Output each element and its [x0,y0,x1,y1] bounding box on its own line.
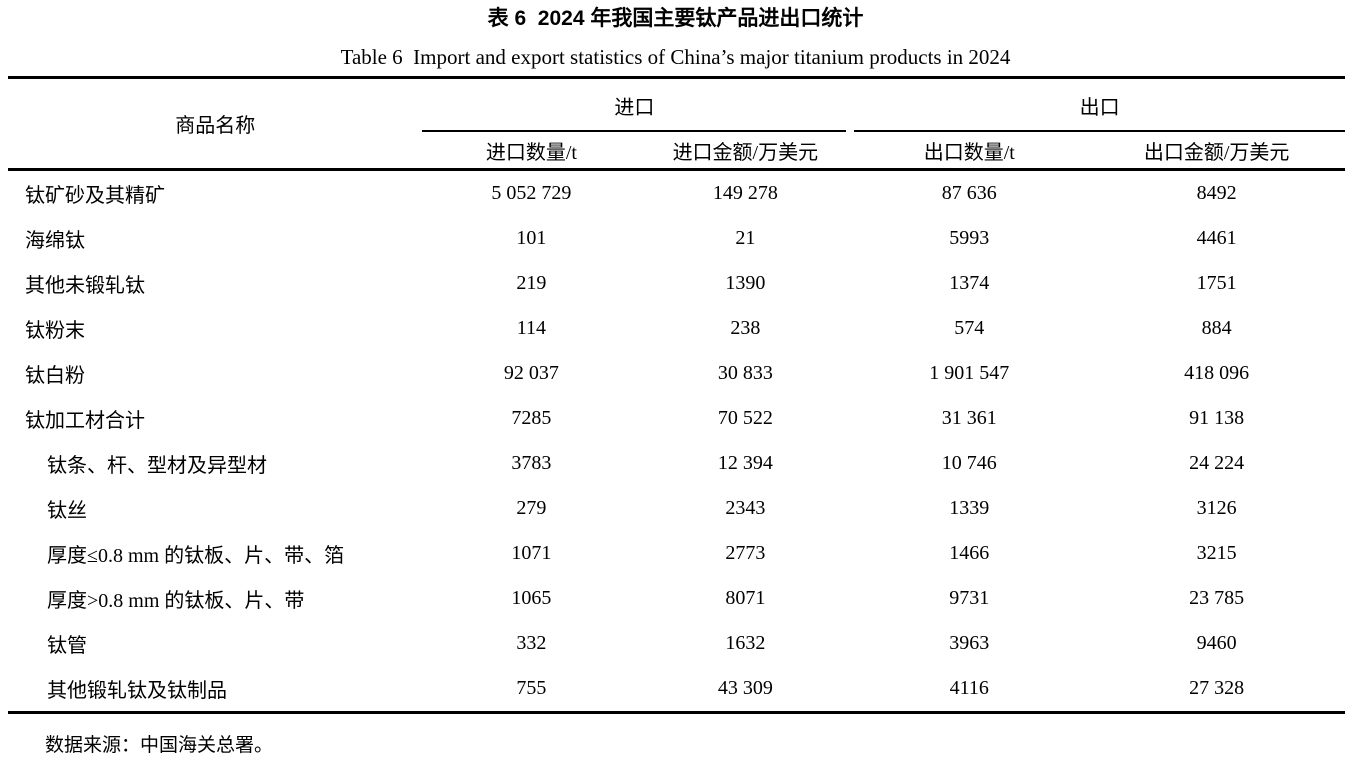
export-value-cell: 27 328 [1189,677,1245,699]
table-body: 钛矿砂及其精矿 5 052 729 149 278 87 636 8492 海绵… [8,170,1345,713]
export-qty-cell: 4116 [949,677,989,699]
import-value-cell: 1390 [725,272,766,294]
table-row: 钛丝 279 2343 1339 3126 [8,486,1345,531]
table-row: 厚度>0.8 mm 的钛板、片、带 1065 8071 9731 23 785 [8,576,1345,621]
import-qty-cell: 114 [516,317,547,339]
export-value-header: 出口金额/万美元 [1143,141,1290,164]
product-name-header: 商品名称 [175,115,256,137]
export-qty-cell: 87 636 [941,182,997,204]
product-name-cell: 钛粉末 [25,320,85,342]
table-row: 钛管 332 1632 3963 9460 [8,621,1345,666]
export-value-cell: 24 224 [1189,452,1245,474]
export-qty-cell: 10 746 [941,452,997,474]
export-qty-cell: 5993 [949,227,990,249]
product-name-cell: 厚度≤0.8 mm 的钛板、片、带、箔 [47,545,345,567]
table-caption-en: Table 6 Import and export statistics of … [340,45,1011,69]
export-value-cell: 91 138 [1189,407,1245,429]
import-qty-cell: 7285 [511,407,552,429]
import-qty-cell: 1071 [511,542,552,564]
export-qty-cell: 1374 [949,272,990,294]
table-row: 钛粉末 114 238 574 884 [8,306,1345,351]
product-name-cell: 其他未锻轧钛 [25,275,145,297]
import-qty-cell: 3783 [511,452,552,474]
export-qty-header: 出口数量/t [923,141,1015,164]
product-name-cell: 钛条、杆、型材及异型材 [47,455,267,477]
table-row: 其他未锻轧钛 219 1390 1374 1751 [8,261,1345,306]
product-name-cell: 海绵钛 [25,230,85,252]
product-name-cell: 钛加工材合计 [25,410,145,432]
table-row: 厚度≤0.8 mm 的钛板、片、带、箔 1071 2773 1466 3215 [8,531,1345,576]
table-header: 商品名称 进口 出口 进口数量/t 进口金额/万美元 出口数量/t 出口金额/万… [8,78,1345,170]
import-qty-cell: 755 [516,677,547,699]
export-qty-cell: 1339 [949,497,990,519]
export-value-cell: 1751 [1196,272,1237,294]
export-qty-cell: 1466 [949,542,990,564]
import-qty-cell: 92 037 [503,362,559,384]
table-row: 海绵钛 101 21 5993 4461 [8,216,1345,261]
import-group-header: 进口 [422,79,847,132]
import-value-cell: 238 [730,317,761,339]
export-value-cell: 9460 [1196,632,1237,654]
table-row: 钛白粉 92 037 30 833 1 901 547 418 096 [8,351,1345,396]
import-value-cell: 12 394 [717,452,773,474]
export-value-cell: 884 [1201,317,1232,339]
product-name-cell: 钛管 [47,635,87,657]
export-group-header: 出口 [854,79,1345,132]
group-header-row: 商品名称 进口 出口 [8,78,1345,137]
import-value-cell: 149 278 [712,182,778,204]
import-value-cell: 70 522 [717,407,773,429]
sub-header-row: 进口数量/t 进口金额/万美元 出口数量/t 出口金额/万美元 [8,132,1345,170]
import-qty-cell: 279 [516,497,547,519]
table-row: 钛加工材合计 7285 70 522 31 361 91 138 [8,396,1345,441]
export-group-header-cell: 出口 [850,78,1345,132]
import-value-cell: 2773 [725,542,766,564]
titanium-trade-table: 商品名称 进口 出口 进口数量/t 进口金额/万美元 出口数量/t 出口金额/万… [8,76,1345,714]
import-value-cell: 1632 [725,632,766,654]
import-value-cell: 8071 [725,587,766,609]
export-value-cell: 3215 [1196,542,1237,564]
export-qty-cell: 1 901 547 [929,362,1010,384]
import-value-header: 进口金额/万美元 [672,141,819,164]
export-qty-cell: 3963 [949,632,990,654]
table-row: 钛条、杆、型材及异型材 3783 12 394 10 746 24 224 [8,441,1345,486]
page: 表 6 2024 年我国主要钛产品进出口统计 Table 6 Import an… [0,6,1351,757]
import-value-cell: 21 [735,227,756,249]
table-row: 其他锻轧钛及钛制品 755 43 309 4116 27 328 [8,666,1345,713]
import-group-header-cell: 进口 [422,78,850,132]
source-note: 数据来源：中国海关总署。 [45,735,274,756]
import-value-cell: 30 833 [717,362,773,384]
import-qty-cell: 5 052 729 [491,182,572,204]
import-qty-cell: 219 [516,272,547,294]
import-value-cell: 2343 [725,497,766,519]
export-value-cell: 3126 [1196,497,1237,519]
export-value-cell: 418 096 [1184,362,1250,384]
table-row: 钛矿砂及其精矿 5 052 729 149 278 87 636 8492 [8,170,1345,217]
export-qty-cell: 9731 [949,587,990,609]
product-name-cell: 钛丝 [47,500,87,522]
export-qty-cell: 574 [954,317,985,339]
product-name-cell: 其他锻轧钛及钛制品 [47,680,227,702]
import-qty-cell: 1065 [511,587,552,609]
product-name-cell: 钛白粉 [25,365,85,387]
product-name-cell: 钛矿砂及其精矿 [25,185,165,207]
export-value-cell: 23 785 [1189,587,1245,609]
product-name-cell: 厚度>0.8 mm 的钛板、片、带 [47,590,305,612]
export-value-cell: 8492 [1196,182,1237,204]
import-qty-cell: 101 [516,227,547,249]
import-value-cell: 43 309 [717,677,773,699]
export-value-cell: 4461 [1196,227,1237,249]
export-qty-cell: 31 361 [941,407,997,429]
import-qty-header: 进口数量/t [485,141,577,164]
import-qty-cell: 332 [516,632,547,654]
table-caption-zh: 表 6 2024 年我国主要钛产品进出口统计 [487,7,864,30]
